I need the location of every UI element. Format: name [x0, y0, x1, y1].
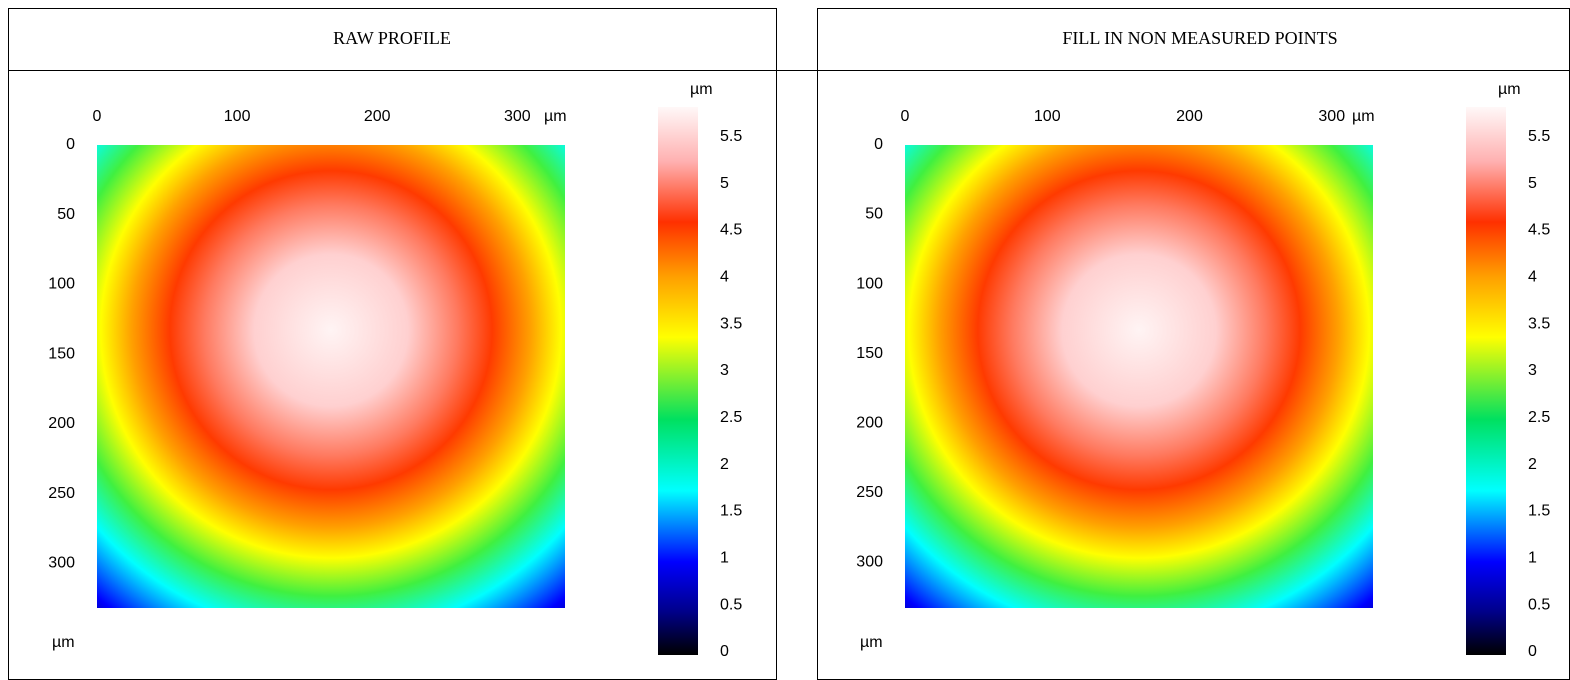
colorbar-tick-label: 1	[720, 550, 729, 567]
y-tick-label: 250	[48, 485, 75, 502]
surface-map	[905, 145, 1373, 608]
colorbar-tick-label: 3.5	[1528, 315, 1550, 332]
y-tick-label: 200	[48, 415, 75, 432]
y-tick-label: 0	[874, 136, 883, 153]
colorbar-tick-label: 0.5	[1528, 596, 1550, 613]
colorbar-tick-label: 5	[720, 175, 729, 192]
x-tick-label: 200	[364, 108, 391, 125]
colorbar-tick-label: 3	[720, 362, 729, 379]
colorbar-tick-label: 0	[720, 643, 729, 660]
y-tick-label: 250	[856, 484, 883, 501]
colorbar-tick-label: 2.5	[1528, 409, 1550, 426]
colorbar-tick-label: 1	[1528, 550, 1537, 567]
colorbar	[658, 107, 698, 655]
y-tick-label: 200	[856, 414, 883, 431]
colorbar-tick-label: 0	[1528, 643, 1537, 660]
colorbar	[1466, 107, 1506, 655]
y-unit: µm	[52, 634, 75, 651]
x-unit: µm	[1352, 108, 1375, 125]
colorbar-tick-label: 4	[1528, 269, 1537, 286]
y-tick-label: 100	[48, 276, 75, 293]
x-tick-label: 200	[1176, 108, 1203, 125]
colorbar-unit: µm	[690, 81, 713, 98]
x-tick-label: 300	[1318, 108, 1345, 125]
panel-title: RAW PROFILE	[333, 28, 451, 48]
colorbar-tick-label: 2	[1528, 456, 1537, 473]
colorbar-tick-label: 0.5	[720, 596, 742, 613]
colorbar-tick-label: 3	[1528, 362, 1537, 379]
panel-title: FILL IN NON MEASURED POINTS	[1062, 28, 1337, 48]
x-unit: µm	[544, 108, 567, 125]
y-tick-label: 300	[48, 555, 75, 572]
x-tick-label: 0	[93, 108, 102, 125]
x-tick-label: 100	[1034, 108, 1061, 125]
y-tick-label: 50	[865, 206, 883, 223]
y-tick-label: 100	[856, 275, 883, 292]
y-tick-label: 300	[856, 553, 883, 570]
colorbar-tick-label: 2.5	[720, 409, 742, 426]
colorbar-tick-label: 5.5	[1528, 128, 1550, 145]
colorbar-tick-label: 4.5	[720, 222, 742, 239]
colorbar-tick-label: 3.5	[720, 315, 742, 332]
x-tick-label: 300	[504, 108, 531, 125]
colorbar-tick-label: 1.5	[1528, 503, 1550, 520]
y-tick-label: 150	[856, 345, 883, 362]
x-tick-label: 0	[901, 108, 910, 125]
colorbar-tick-label: 5	[1528, 175, 1537, 192]
colorbar-tick-label: 2	[720, 456, 729, 473]
y-tick-label: 50	[57, 206, 75, 223]
x-tick-label: 100	[224, 108, 251, 125]
y-unit: µm	[860, 634, 883, 651]
surface-map	[97, 145, 565, 608]
colorbar-tick-label: 1.5	[720, 503, 742, 520]
colorbar-unit: µm	[1498, 81, 1521, 98]
y-tick-label: 150	[48, 345, 75, 362]
y-tick-label: 0	[66, 136, 75, 153]
colorbar-tick-label: 4.5	[1528, 222, 1550, 239]
colorbar-tick-label: 4	[720, 269, 729, 286]
colorbar-tick-label: 5.5	[720, 128, 742, 145]
